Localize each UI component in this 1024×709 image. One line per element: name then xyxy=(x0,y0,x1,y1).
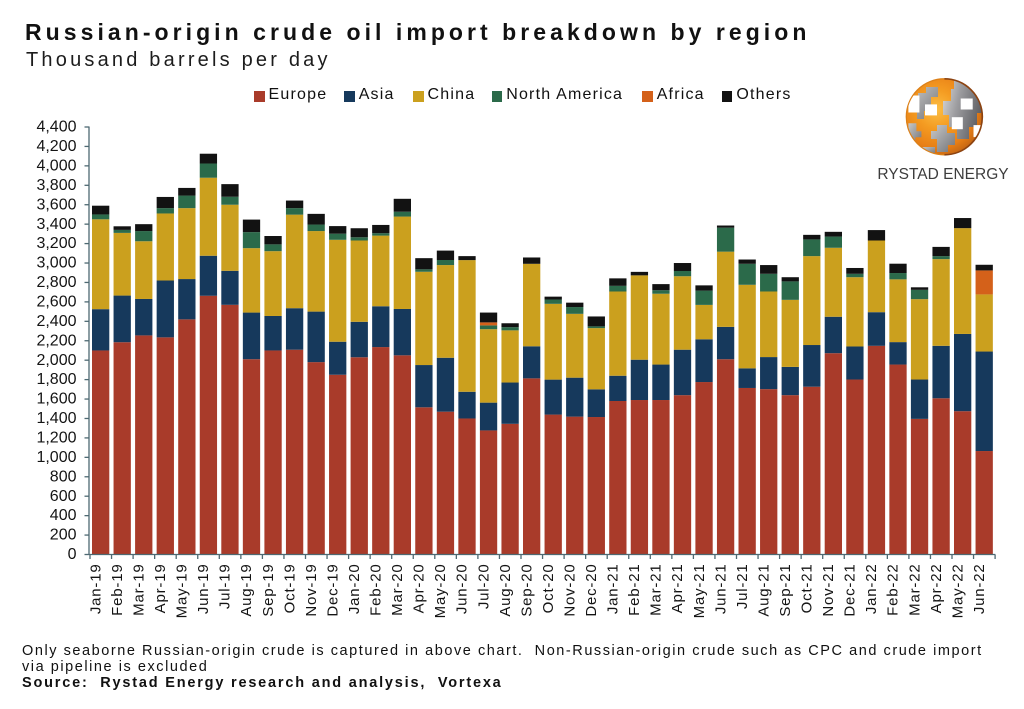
svg-text:Sep-19: Sep-19 xyxy=(260,564,277,617)
svg-text:2,200: 2,200 xyxy=(36,332,76,349)
svg-text:Feb-20: Feb-20 xyxy=(368,564,385,616)
svg-text:Sep-21: Sep-21 xyxy=(777,564,794,617)
svg-text:2,600: 2,600 xyxy=(36,293,76,310)
svg-text:Aug-20: Aug-20 xyxy=(497,564,514,617)
svg-text:Jan-20: Jan-20 xyxy=(346,564,363,615)
svg-text:Oct-21: Oct-21 xyxy=(799,564,816,614)
svg-text:1,400: 1,400 xyxy=(36,410,76,427)
svg-text:Nov-19: Nov-19 xyxy=(303,564,320,617)
svg-text:Apr-19: Apr-19 xyxy=(152,564,169,614)
svg-text:1,200: 1,200 xyxy=(36,430,76,447)
svg-text:Jan-22: Jan-22 xyxy=(863,564,880,615)
svg-text:Jul-20: Jul-20 xyxy=(475,564,492,610)
svg-text:3,200: 3,200 xyxy=(36,235,76,252)
svg-text:Sep-20: Sep-20 xyxy=(518,564,535,617)
svg-text:Jul-19: Jul-19 xyxy=(217,564,234,610)
svg-text:3,000: 3,000 xyxy=(36,255,76,272)
svg-text:400: 400 xyxy=(50,507,77,524)
svg-text:2,000: 2,000 xyxy=(36,352,76,369)
svg-text:Aug-19: Aug-19 xyxy=(238,564,255,617)
svg-text:Mar-21: Mar-21 xyxy=(648,564,665,616)
svg-text:Jul-21: Jul-21 xyxy=(734,564,751,610)
svg-text:Jan-21: Jan-21 xyxy=(605,564,622,615)
svg-text:Jun-19: Jun-19 xyxy=(195,564,212,615)
svg-text:Jun-21: Jun-21 xyxy=(712,564,729,615)
svg-text:3,600: 3,600 xyxy=(36,196,76,213)
svg-text:Dec-20: Dec-20 xyxy=(583,564,600,617)
svg-text:Nov-20: Nov-20 xyxy=(561,564,578,617)
svg-text:Dec-21: Dec-21 xyxy=(842,564,859,617)
svg-text:200: 200 xyxy=(50,527,77,544)
svg-text:Oct-20: Oct-20 xyxy=(540,564,557,614)
svg-text:Oct-19: Oct-19 xyxy=(281,564,298,614)
svg-text:Jun-22: Jun-22 xyxy=(971,564,988,615)
svg-text:May-22: May-22 xyxy=(949,564,966,619)
svg-text:Mar-20: Mar-20 xyxy=(389,564,406,616)
svg-text:Jun-20: Jun-20 xyxy=(454,564,471,615)
svg-text:3,400: 3,400 xyxy=(36,216,76,233)
svg-text:Feb-22: Feb-22 xyxy=(885,564,902,616)
svg-text:4,000: 4,000 xyxy=(36,157,76,174)
svg-text:Apr-22: Apr-22 xyxy=(928,564,945,614)
svg-text:4,200: 4,200 xyxy=(36,138,76,155)
svg-text:Apr-20: Apr-20 xyxy=(411,564,428,614)
svg-text:May-19: May-19 xyxy=(174,564,191,619)
svg-text:Dec-19: Dec-19 xyxy=(324,564,341,617)
svg-text:600: 600 xyxy=(50,488,77,505)
svg-text:2,800: 2,800 xyxy=(36,274,76,291)
svg-text:Feb-19: Feb-19 xyxy=(109,564,126,616)
svg-text:May-21: May-21 xyxy=(691,564,708,619)
svg-text:800: 800 xyxy=(50,468,77,485)
svg-text:Apr-21: Apr-21 xyxy=(669,564,686,614)
svg-text:0: 0 xyxy=(68,546,77,563)
svg-text:Nov-21: Nov-21 xyxy=(820,564,837,617)
svg-text:1,000: 1,000 xyxy=(36,449,76,466)
svg-text:4,400: 4,400 xyxy=(36,119,76,136)
svg-text:RYSTAD ENERGY: RYSTAD ENERGY xyxy=(877,166,1008,183)
svg-text:Jan-19: Jan-19 xyxy=(87,564,104,615)
svg-text:1,800: 1,800 xyxy=(36,371,76,388)
svg-text:Aug-21: Aug-21 xyxy=(755,564,772,617)
svg-text:3,800: 3,800 xyxy=(36,177,76,194)
svg-text:Mar-22: Mar-22 xyxy=(906,564,923,616)
svg-text:1,600: 1,600 xyxy=(36,391,76,408)
svg-text:2,400: 2,400 xyxy=(36,313,76,330)
svg-text:Feb-21: Feb-21 xyxy=(626,564,643,616)
svg-text:May-20: May-20 xyxy=(432,564,449,619)
svg-text:Mar-19: Mar-19 xyxy=(130,564,147,616)
